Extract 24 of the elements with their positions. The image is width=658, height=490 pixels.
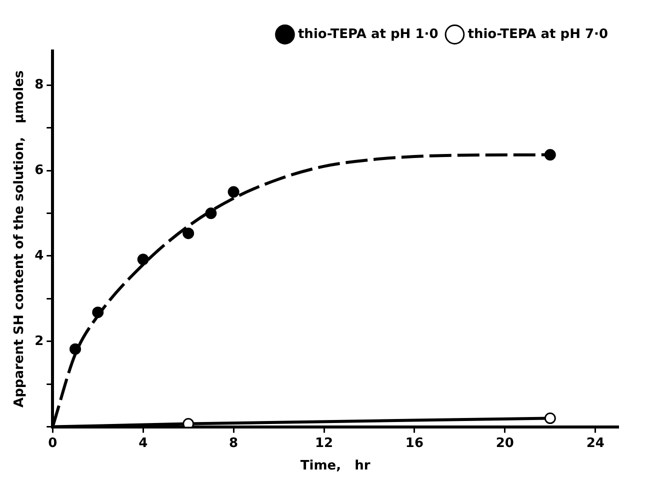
x-tick-label: 0	[48, 436, 58, 451]
legend-label: thio-TEPA at pH 7·0	[468, 26, 608, 42]
point	[70, 343, 82, 355]
point	[92, 306, 104, 318]
x-tick-label: 24	[586, 436, 604, 451]
legend-label: thio-TEPA at pH 1·0	[298, 26, 438, 42]
point	[182, 228, 194, 240]
point	[228, 186, 240, 198]
x-tick-label: 4	[138, 436, 148, 451]
y-tick-label: 6	[34, 162, 44, 178]
y-tick-label: 4	[34, 248, 44, 264]
point	[137, 254, 149, 266]
point	[544, 149, 556, 161]
y-tick-label: 2	[34, 334, 44, 349]
point	[205, 208, 217, 220]
x-tick-label: 8	[229, 436, 238, 451]
point	[544, 412, 556, 424]
x-tick-label: 12	[314, 436, 334, 451]
y-axis-title: Apparent SH content of the solution, μmoles	[12, 70, 28, 408]
y-tick-label: 8	[34, 78, 44, 93]
x-tick-label: 16	[405, 436, 424, 451]
x-axis-title: Time, hr	[300, 458, 371, 474]
x-tick-label: 20	[496, 436, 514, 451]
point	[182, 418, 194, 427]
